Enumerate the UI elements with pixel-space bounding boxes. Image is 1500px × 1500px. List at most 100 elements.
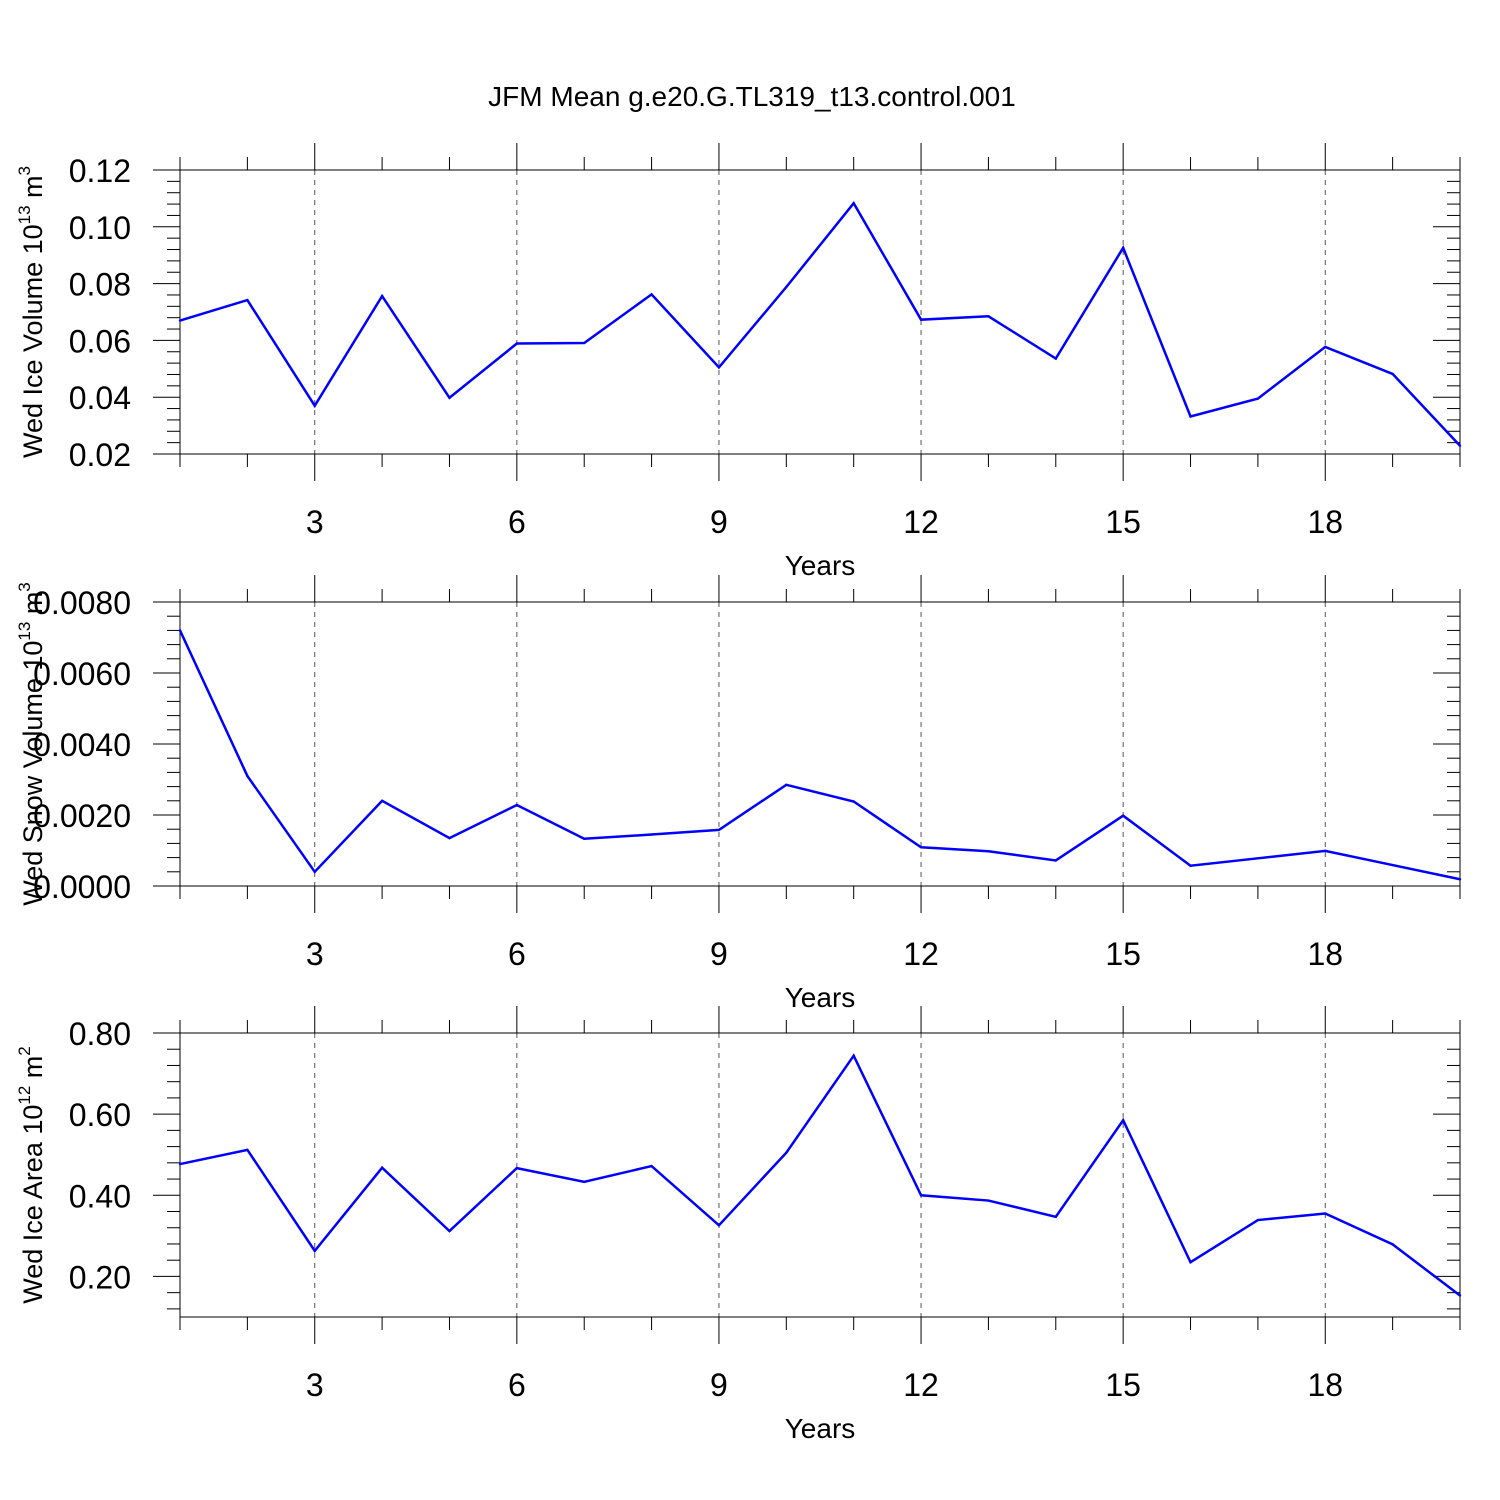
plot-frame <box>179 169 1461 455</box>
data-point <box>515 1166 519 1170</box>
data-point <box>852 800 855 803</box>
data-point <box>515 803 519 807</box>
chart-title: JFM Mean g.e20.G.TL319_t13.control.001 <box>488 81 1016 112</box>
data-point <box>919 318 923 321</box>
data-point <box>1121 1119 1125 1122</box>
y-axis-label-unit: m <box>18 1056 48 1086</box>
data-point <box>380 294 384 298</box>
data-point <box>919 1194 923 1197</box>
ice-volume-panel: 3 6 9 12 15 18 0.02 0.04 0.06 0.08 0.10 0.12 Years We… <box>15 143 1462 581</box>
data-point <box>313 870 316 873</box>
data-point <box>1054 1215 1057 1218</box>
data-point <box>852 1054 855 1057</box>
y-axis-label-text: Wed Ice Volume 10 <box>18 224 48 458</box>
x-tick-label: 12 <box>903 504 939 540</box>
data-point <box>1256 1218 1260 1222</box>
y-tick-label: 0.08 <box>69 267 131 303</box>
y-tick-label: 0.0060 <box>33 656 131 692</box>
data-point <box>1256 857 1260 860</box>
x-axis-label: Years <box>785 1413 856 1444</box>
y-tick-label: 0.0080 <box>33 585 131 621</box>
x-tick-label: 6 <box>508 1367 526 1403</box>
data-point <box>1391 863 1394 867</box>
y-axis-label-unit: m <box>18 175 48 205</box>
y-axis-label: Wed Ice Area 1012 m2 <box>15 1046 48 1304</box>
data-point <box>448 396 451 399</box>
data-point <box>1054 357 1057 360</box>
snow-volume-panel: 3 6 9 12 15 18 0.0000 0.0020 0.0040 0.0060 0.0080 Y… <box>15 575 1462 1013</box>
y-axis-label-exponent: 13 <box>15 622 34 641</box>
data-point <box>178 629 182 632</box>
data-point <box>1121 814 1125 817</box>
data-point <box>919 846 923 849</box>
data-point <box>448 836 451 840</box>
data-point <box>313 404 316 407</box>
data-point <box>1458 878 1462 881</box>
x-tick-label: 18 <box>1307 504 1343 540</box>
data-point <box>178 1162 182 1166</box>
y-tick-label: 0.0040 <box>33 727 131 763</box>
y-tick-label: 0.60 <box>69 1097 131 1133</box>
data-point <box>987 1199 990 1202</box>
y-tick-label: 0.02 <box>69 437 131 473</box>
series-line <box>179 1053 1461 1297</box>
data-point <box>650 1164 653 1168</box>
data-point <box>1256 397 1260 400</box>
y-axis-label-exponent: 12 <box>15 1086 34 1105</box>
data-point <box>1324 1212 1327 1215</box>
data-point <box>313 1249 316 1253</box>
data-point <box>380 1166 384 1169</box>
data-point <box>448 1229 451 1233</box>
x-tick-label: 18 <box>1307 936 1343 972</box>
data-point <box>515 342 519 345</box>
x-tick-label: 9 <box>710 936 728 972</box>
data-point <box>1458 1294 1462 1297</box>
x-tick-label: 15 <box>1105 936 1141 972</box>
data-point <box>1324 849 1327 853</box>
data-point <box>583 341 586 345</box>
ice-area-panel: 3 6 9 12 15 18 0.20 0.40 0.60 0.80 Years Wed Ice Ar… <box>15 1006 1462 1444</box>
data-point <box>987 850 990 853</box>
data-point <box>1324 345 1327 349</box>
y-axis-label: Wed Ice Volume 1013 m3 <box>15 166 48 458</box>
x-tick-label: 18 <box>1307 1367 1343 1403</box>
data-point <box>1189 864 1192 867</box>
data-point <box>785 1151 788 1154</box>
data-point <box>1054 859 1057 862</box>
y-tick-label: 0.06 <box>69 323 131 359</box>
data-point <box>717 366 721 369</box>
x-tick-label: 12 <box>903 1367 939 1403</box>
data-point <box>987 315 990 318</box>
data-point <box>246 298 249 302</box>
y-tick-label: 0.40 <box>69 1178 131 1214</box>
x-axis-label: Years <box>785 550 856 581</box>
x-tick-label: 3 <box>306 504 324 540</box>
data-point <box>852 202 855 205</box>
data-point <box>246 774 249 778</box>
y-axis-label-text: Wed Ice Area 10 <box>18 1105 48 1304</box>
y-axis-label-text: Wed Snow Volume 10 <box>18 641 48 906</box>
plot-frame <box>179 601 1461 887</box>
x-tick-label: 15 <box>1105 504 1141 540</box>
series-line <box>178 629 1461 881</box>
data-point <box>583 837 586 840</box>
y-tick-label: 0.04 <box>69 380 131 416</box>
y-axis-label-unit: m <box>18 592 48 622</box>
data-point <box>1189 415 1192 418</box>
x-tick-label: 3 <box>306 1367 324 1403</box>
series-line <box>179 201 1461 447</box>
data-point <box>650 293 653 296</box>
data-point <box>1458 444 1462 447</box>
y-tick-label: 0.80 <box>69 1016 131 1052</box>
y-axis-label-exponent: 13 <box>15 205 34 224</box>
data-point <box>246 1148 249 1152</box>
data-point <box>178 319 182 322</box>
data-point <box>1391 372 1394 376</box>
x-tick-label: 6 <box>508 936 526 972</box>
x-tick-label: 12 <box>903 936 939 972</box>
data-point <box>717 1224 721 1227</box>
data-point <box>583 1180 586 1184</box>
y-tick-label: 0.0020 <box>33 798 131 834</box>
y-axis-label-unit-exponent: 2 <box>15 1046 34 1055</box>
